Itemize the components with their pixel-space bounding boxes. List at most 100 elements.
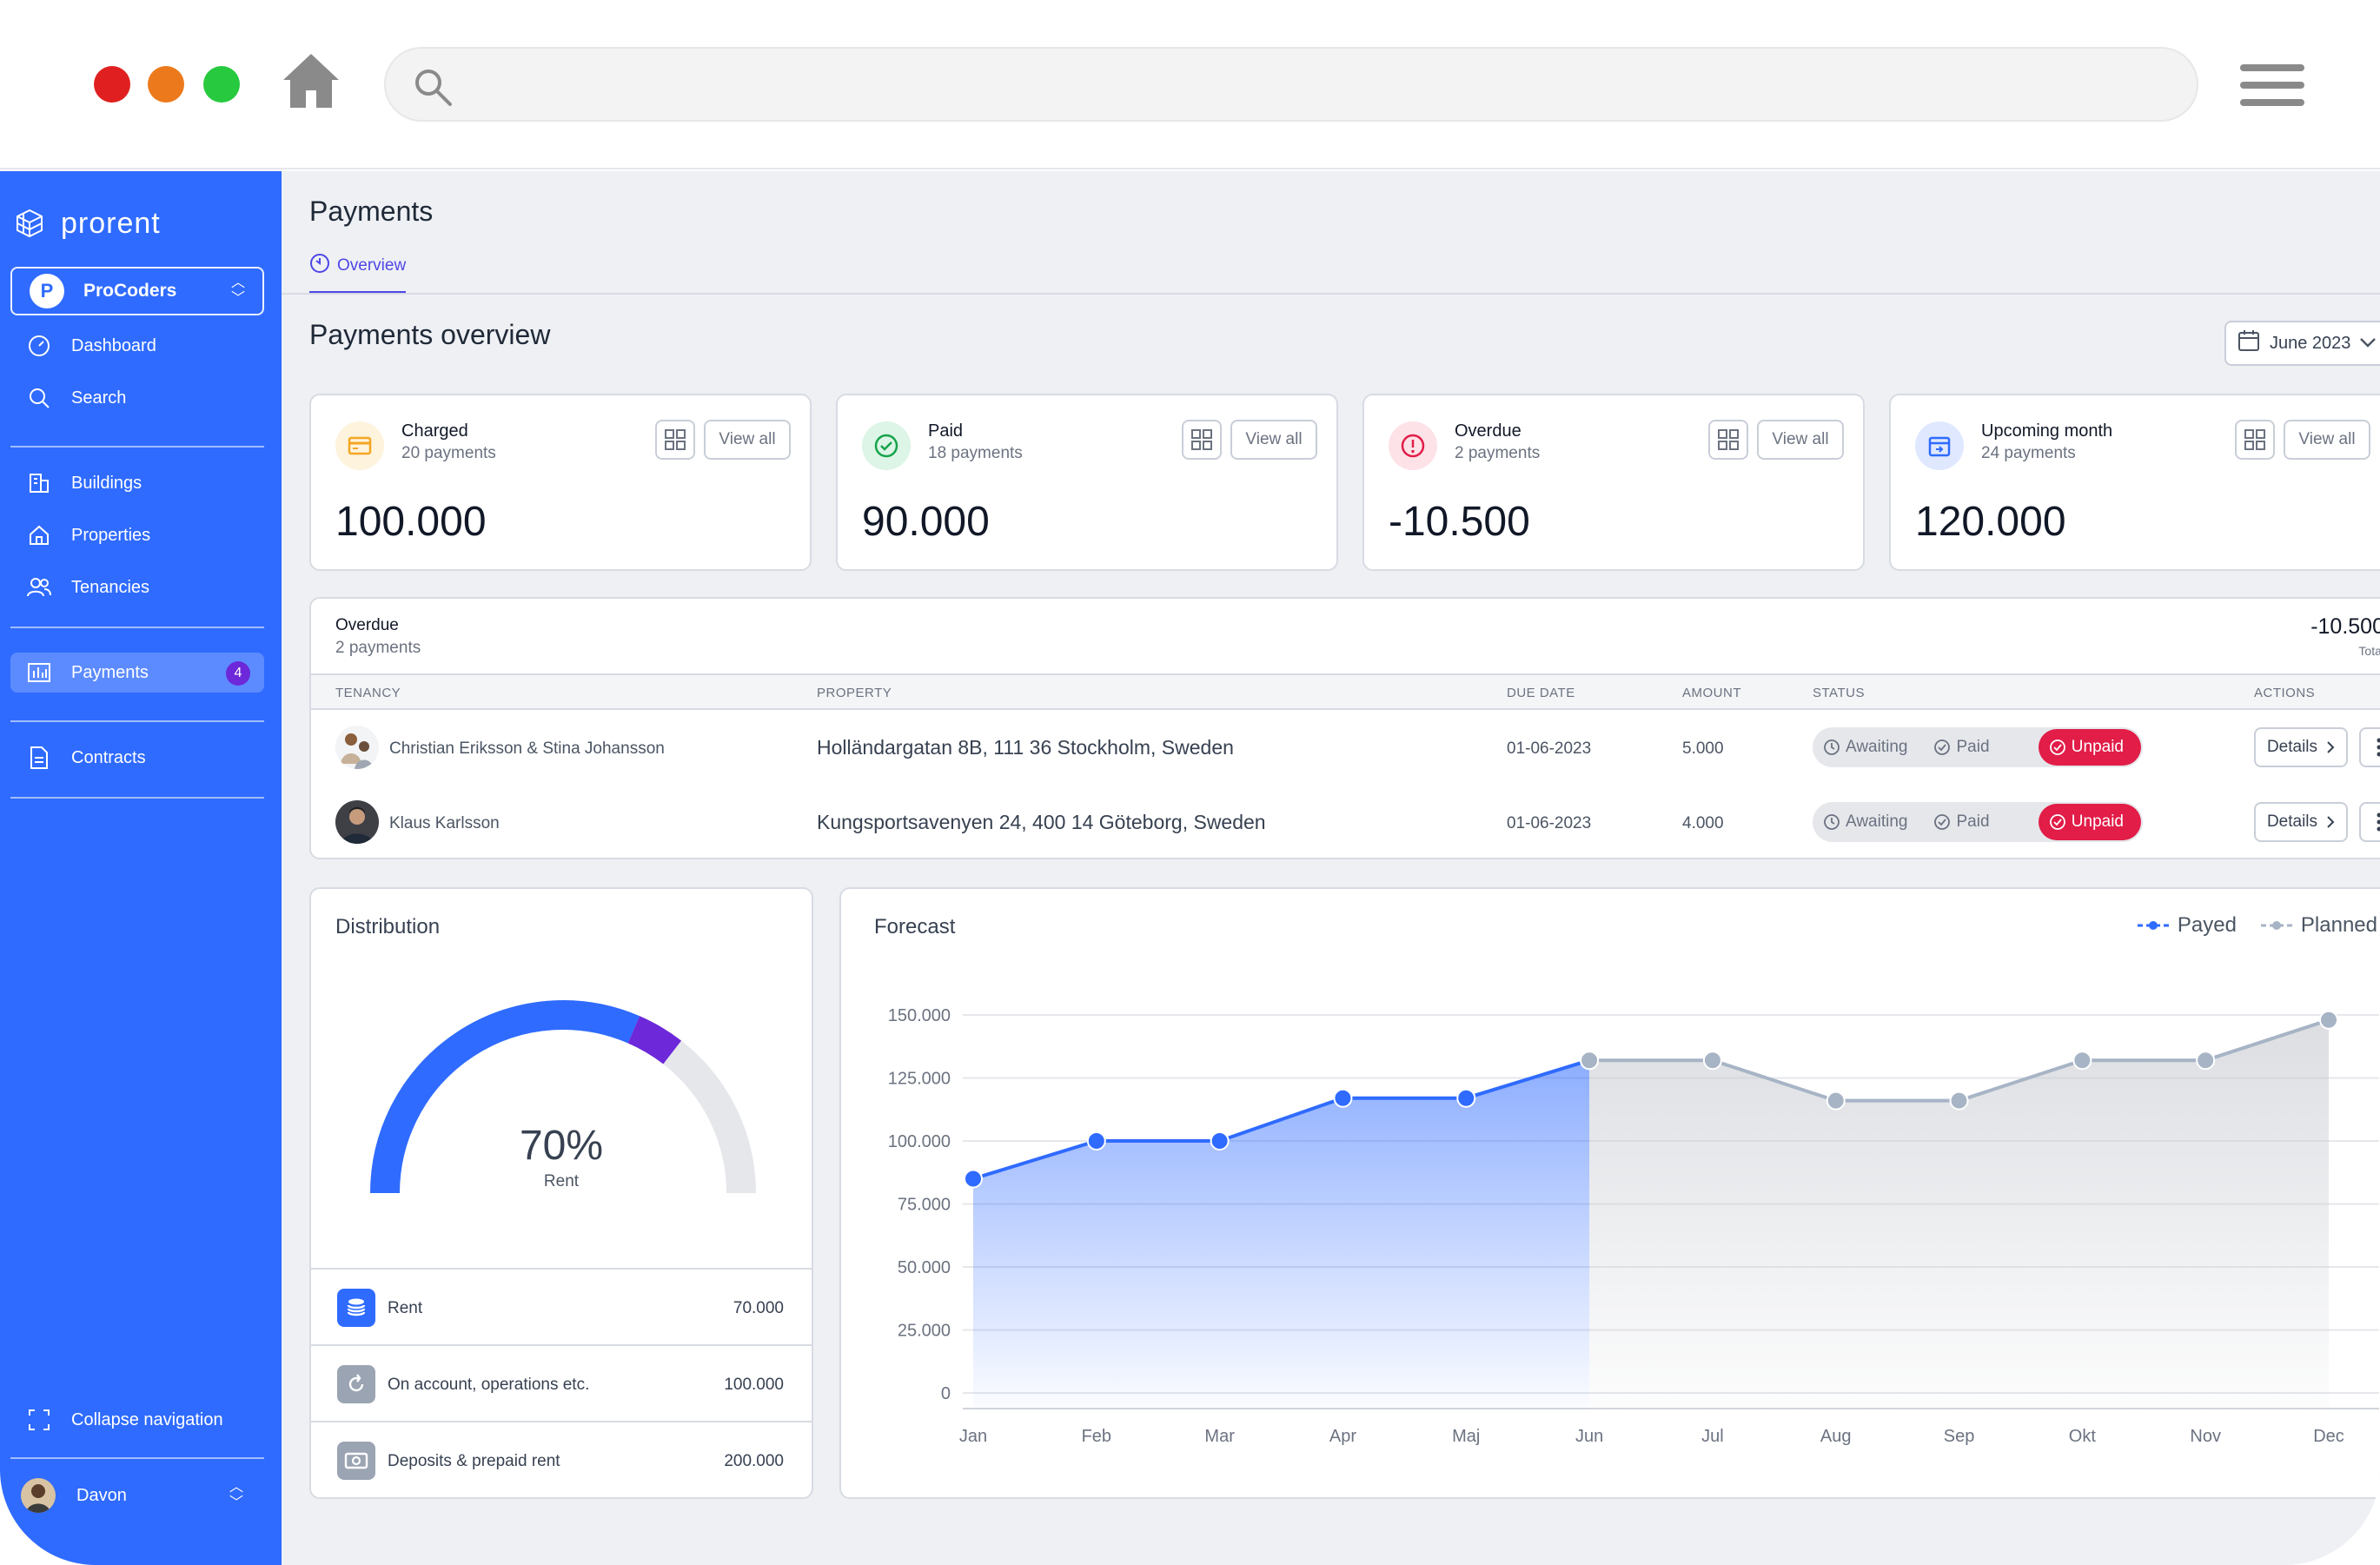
legend-label: Planned bbox=[2300, 913, 2377, 937]
address-bar[interactable] bbox=[384, 47, 2198, 122]
clock-icon bbox=[309, 253, 330, 279]
sidebar-item-payments[interactable]: Payments 4 bbox=[10, 653, 264, 693]
sidebar-item-label: Tenancies bbox=[71, 577, 150, 597]
grid-view-button[interactable] bbox=[1708, 420, 1748, 460]
clock-icon bbox=[1824, 739, 1840, 755]
minimize-window-button[interactable] bbox=[148, 66, 184, 103]
grid-icon bbox=[2244, 429, 2265, 450]
column-header: STATUS bbox=[1813, 686, 1865, 700]
view-all-button[interactable]: View all bbox=[704, 420, 791, 460]
details-label: Details bbox=[2266, 812, 2318, 831]
card-subtitle: 24 payments bbox=[1981, 444, 2076, 462]
distribution-gauge bbox=[370, 1000, 756, 1194]
browser-chrome bbox=[0, 0, 2380, 169]
view-all-button[interactable]: View all bbox=[2284, 420, 2370, 460]
kebab-menu-icon bbox=[2377, 738, 2380, 757]
card-title: Upcoming month bbox=[1981, 421, 2113, 441]
data-point-planned bbox=[1580, 1051, 1600, 1071]
series-line-payed bbox=[972, 1058, 1590, 1181]
organization-name: ProCoders bbox=[83, 281, 177, 301]
card-value: 100.000 bbox=[335, 499, 487, 545]
home-icon[interactable] bbox=[280, 49, 342, 111]
legend-item-payed[interactable]: Payed bbox=[2136, 913, 2237, 938]
chevron-right-icon bbox=[2327, 741, 2335, 753]
clock-icon bbox=[1824, 814, 1840, 830]
y-tick-label: 150.000 bbox=[888, 1006, 951, 1025]
details-button[interactable]: Details bbox=[2254, 802, 2348, 842]
sidebar-item-contracts[interactable]: Contracts bbox=[10, 738, 264, 778]
property-address: Kungsportsavenyen 24, 400 14 Göteborg, S… bbox=[817, 811, 1266, 833]
legend-item-planned[interactable]: Planned bbox=[2259, 913, 2377, 938]
x-tick-label: Sep bbox=[1944, 1427, 1975, 1446]
credit-card-icon bbox=[335, 421, 384, 470]
brand-name: prorent bbox=[61, 206, 161, 240]
logo[interactable]: prorent bbox=[12, 206, 161, 241]
table-row[interactable]: Christian Eriksson & Stina Johansson Hol… bbox=[311, 710, 2380, 785]
status-unpaid-option[interactable]: Unpaid bbox=[2038, 729, 2141, 766]
status-toggle: Awaiting Paid Unpaid bbox=[1813, 802, 2143, 842]
more-actions-button[interactable] bbox=[2359, 727, 2380, 767]
status-awaiting-option[interactable]: Awaiting bbox=[1823, 738, 1907, 757]
sidebar-item-search[interactable]: Search bbox=[10, 378, 264, 418]
overdue-total-label: Total bbox=[2358, 644, 2380, 658]
check-circle-icon bbox=[862, 421, 911, 470]
sidebar-item-tenancies[interactable]: Tenancies bbox=[10, 567, 264, 607]
status-label: Unpaid bbox=[2071, 738, 2124, 756]
status-label: Awaiting bbox=[1846, 738, 1908, 756]
cube-logo-icon bbox=[17, 209, 43, 238]
sidebar-divider bbox=[10, 797, 264, 799]
x-tick-label: Maj bbox=[1452, 1427, 1480, 1446]
card-title: Overdue bbox=[1455, 421, 1521, 441]
collapse-navigation-button[interactable]: Collapse navigation bbox=[10, 1400, 264, 1440]
organization-switcher[interactable]: P ProCoders ︿ ﹀ bbox=[10, 267, 264, 315]
distribution-title: Distribution bbox=[335, 915, 441, 938]
view-all-button[interactable]: View all bbox=[1230, 420, 1317, 460]
data-point-payed bbox=[1456, 1088, 1476, 1108]
forecast-panel: 150.000 125.000 100.000 75.000 50.000 25.000 0… bbox=[839, 887, 2380, 1499]
distribution-row-deposits: Deposits & prepaid rent 200.000 bbox=[311, 1421, 812, 1497]
maximize-window-button[interactable] bbox=[203, 66, 240, 103]
x-tick-label: Okt bbox=[2069, 1427, 2097, 1446]
home-icon bbox=[26, 522, 52, 548]
grid-icon bbox=[665, 429, 686, 450]
status-unpaid-option[interactable]: Unpaid bbox=[2038, 804, 2141, 840]
alert-circle-icon bbox=[1389, 421, 1437, 470]
hamburger-menu-icon[interactable] bbox=[2240, 64, 2304, 113]
user-menu[interactable]: Davon ︿ ﹀ bbox=[21, 1478, 243, 1513]
distribution-row-rent: Rent 70.000 bbox=[311, 1268, 812, 1344]
period-select[interactable]: June 2023 bbox=[2224, 321, 2380, 366]
kebab-menu-icon bbox=[2377, 812, 2380, 832]
legend-line-marker bbox=[2137, 921, 2169, 930]
tab-label: Overview bbox=[337, 256, 407, 275]
grid-icon bbox=[1718, 429, 1739, 450]
status-label: Paid bbox=[1956, 738, 1990, 756]
status-paid-option[interactable]: Paid bbox=[1933, 812, 1990, 832]
sidebar-item-buildings[interactable]: Buildings bbox=[10, 463, 264, 503]
sidebar-item-properties[interactable]: Properties bbox=[10, 515, 264, 555]
y-tick-label: 25.000 bbox=[898, 1322, 951, 1341]
status-awaiting-option[interactable]: Awaiting bbox=[1823, 812, 1907, 832]
sidebar: prorent P ProCoders ︿ ﹀ Dashboard Search … bbox=[0, 171, 282, 1565]
tab-overview[interactable]: Overview bbox=[309, 253, 407, 295]
status-label: Paid bbox=[1956, 812, 1990, 831]
view-all-button[interactable]: View all bbox=[1757, 420, 1844, 460]
grid-view-button[interactable] bbox=[655, 420, 695, 460]
distribution-panel: Distribution 70% Rent Rent 70.000 On acc… bbox=[309, 887, 813, 1499]
grid-view-button[interactable] bbox=[1182, 420, 1222, 460]
search-icon bbox=[26, 385, 52, 411]
x-tick-label: Dec bbox=[2313, 1427, 2344, 1446]
table-row[interactable]: Klaus Karlsson Kungsportsavenyen 24, 400… bbox=[311, 785, 2380, 858]
grid-view-button[interactable] bbox=[2235, 420, 2275, 460]
dashboard-icon bbox=[26, 333, 52, 359]
overdue-subtitle: 2 payments bbox=[335, 639, 421, 657]
sidebar-item-label: Dashboard bbox=[71, 335, 156, 355]
card-title: Paid bbox=[928, 421, 964, 441]
status-paid-option[interactable]: Paid bbox=[1933, 738, 1990, 757]
details-button[interactable]: Details bbox=[2254, 727, 2348, 767]
close-window-button[interactable] bbox=[94, 66, 130, 103]
more-actions-button[interactable] bbox=[2359, 802, 2380, 842]
sidebar-item-dashboard[interactable]: Dashboard bbox=[10, 326, 264, 366]
refresh-icon bbox=[337, 1365, 375, 1403]
sidebar-item-label: Contracts bbox=[71, 747, 146, 767]
tab-divider bbox=[282, 293, 2380, 295]
